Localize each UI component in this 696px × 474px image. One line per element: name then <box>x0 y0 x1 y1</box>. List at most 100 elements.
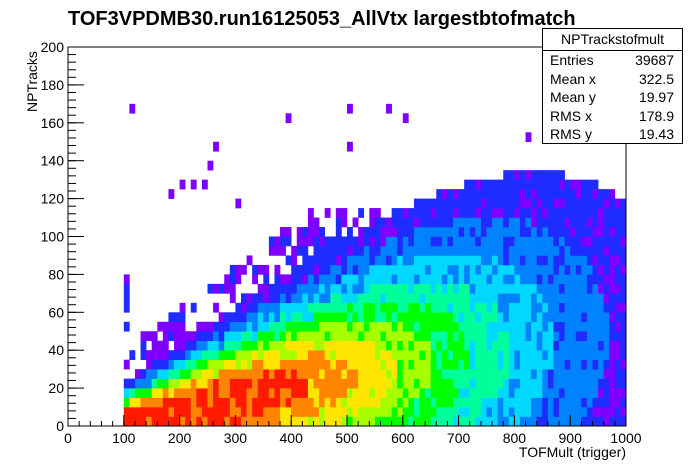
heatmap-cell <box>547 217 554 228</box>
heatmap-cell <box>296 321 303 332</box>
heatmap-cell <box>425 388 431 398</box>
heatmap-cell <box>352 217 359 228</box>
heatmap-cell <box>252 416 259 427</box>
heatmap-cell <box>609 397 616 408</box>
heatmap-cell <box>436 321 443 332</box>
heatmap-cell <box>207 397 214 408</box>
heatmap-cell <box>609 283 616 294</box>
heatmap-cell <box>207 407 214 417</box>
heatmap-cell <box>570 416 577 427</box>
heatmap-cell <box>391 293 398 304</box>
heatmap-cell <box>257 416 264 427</box>
heatmap-cell <box>586 255 593 266</box>
heatmap-cell <box>319 378 325 389</box>
heatmap-cell <box>453 293 459 304</box>
heatmap-cell <box>514 245 521 256</box>
heatmap-cell <box>174 340 180 351</box>
heatmap-cell <box>185 350 192 360</box>
heatmap-cell <box>531 416 538 427</box>
heatmap-cell <box>447 274 454 285</box>
heatmap-cell <box>280 245 286 256</box>
heatmap-cell <box>547 274 554 285</box>
heatmap-cell <box>542 255 549 266</box>
heatmap-cell <box>559 369 565 379</box>
heatmap-cell <box>324 350 331 360</box>
heatmap-cell <box>280 227 286 237</box>
heatmap-cell <box>553 245 560 256</box>
heatmap-cell <box>581 388 588 398</box>
heatmap-cell <box>257 369 264 379</box>
heatmap-cell <box>425 378 431 389</box>
heatmap-cell <box>475 283 482 294</box>
heatmap-cell <box>514 179 521 190</box>
heatmap-cell <box>609 293 616 304</box>
heatmap-cell <box>514 274 521 285</box>
heatmap-cell <box>413 274 420 285</box>
heatmap-cell <box>391 359 398 370</box>
heatmap-cell <box>508 416 515 427</box>
heatmap-cell <box>369 312 376 323</box>
heatmap-cell <box>302 378 309 389</box>
heatmap-cell <box>235 198 242 209</box>
heatmap-cell <box>207 416 214 427</box>
heatmap-cell <box>553 388 560 398</box>
heatmap-cell <box>430 283 437 294</box>
heatmap-cell <box>313 397 320 408</box>
heatmap-cell <box>492 208 498 218</box>
heatmap-cell <box>358 227 365 237</box>
heatmap-cell <box>386 407 392 417</box>
heatmap-cell <box>190 340 197 351</box>
heatmap-cell <box>391 416 398 427</box>
heatmap-cell <box>268 340 275 351</box>
heatmap-cell <box>386 274 392 285</box>
heatmap-cell <box>592 369 599 379</box>
heatmap-cell <box>531 274 538 285</box>
heatmap-cell <box>514 264 521 275</box>
heatmap-cell <box>341 397 348 408</box>
heatmap-cell <box>592 245 599 256</box>
heatmap-cell <box>319 293 325 304</box>
heatmap-cell <box>190 369 197 379</box>
heatmap-cell <box>425 331 431 342</box>
heatmap-cell <box>179 321 186 332</box>
heatmap-cell <box>196 416 203 427</box>
heatmap-cell <box>140 331 147 342</box>
heatmap-cell <box>542 302 549 313</box>
heatmap-cell <box>609 302 616 313</box>
heatmap-cell <box>151 378 158 389</box>
heatmap-cell <box>391 340 398 351</box>
heatmap-cell <box>586 293 593 304</box>
heatmap-cell <box>341 264 348 275</box>
heatmap-cell <box>480 245 487 256</box>
heatmap-cell <box>564 264 571 275</box>
heatmap-cell <box>402 113 409 124</box>
heatmap-cell <box>514 416 521 427</box>
heatmap-cell <box>179 369 186 379</box>
heatmap-cell <box>257 312 264 323</box>
heatmap-cell <box>592 208 599 218</box>
heatmap-cell <box>581 274 588 285</box>
heatmap-cell <box>525 217 532 228</box>
heatmap-cell <box>503 170 510 180</box>
heatmap-cell <box>397 236 404 247</box>
heatmap-cell <box>402 350 409 360</box>
heatmap-cell <box>252 350 259 360</box>
x-tick-label: 1000 <box>610 430 641 446</box>
heatmap-cell <box>609 255 616 266</box>
heatmap-cell <box>352 388 359 398</box>
heatmap-cell <box>218 340 225 351</box>
heatmap-cell <box>347 340 353 351</box>
heatmap-cell <box>598 208 604 218</box>
heatmap-cell <box>151 407 158 417</box>
heatmap-cell <box>425 245 431 256</box>
heatmap-cell <box>196 331 203 342</box>
heatmap-cell <box>291 397 298 408</box>
heatmap-cell <box>542 359 549 370</box>
heatmap-cell <box>252 407 259 417</box>
heatmap-cell <box>330 302 337 313</box>
heatmap-cell <box>335 388 342 398</box>
heatmap-cell <box>469 340 476 351</box>
heatmap-cell <box>246 312 253 323</box>
heatmap-cell <box>263 312 270 323</box>
heatmap-cell <box>240 407 247 417</box>
